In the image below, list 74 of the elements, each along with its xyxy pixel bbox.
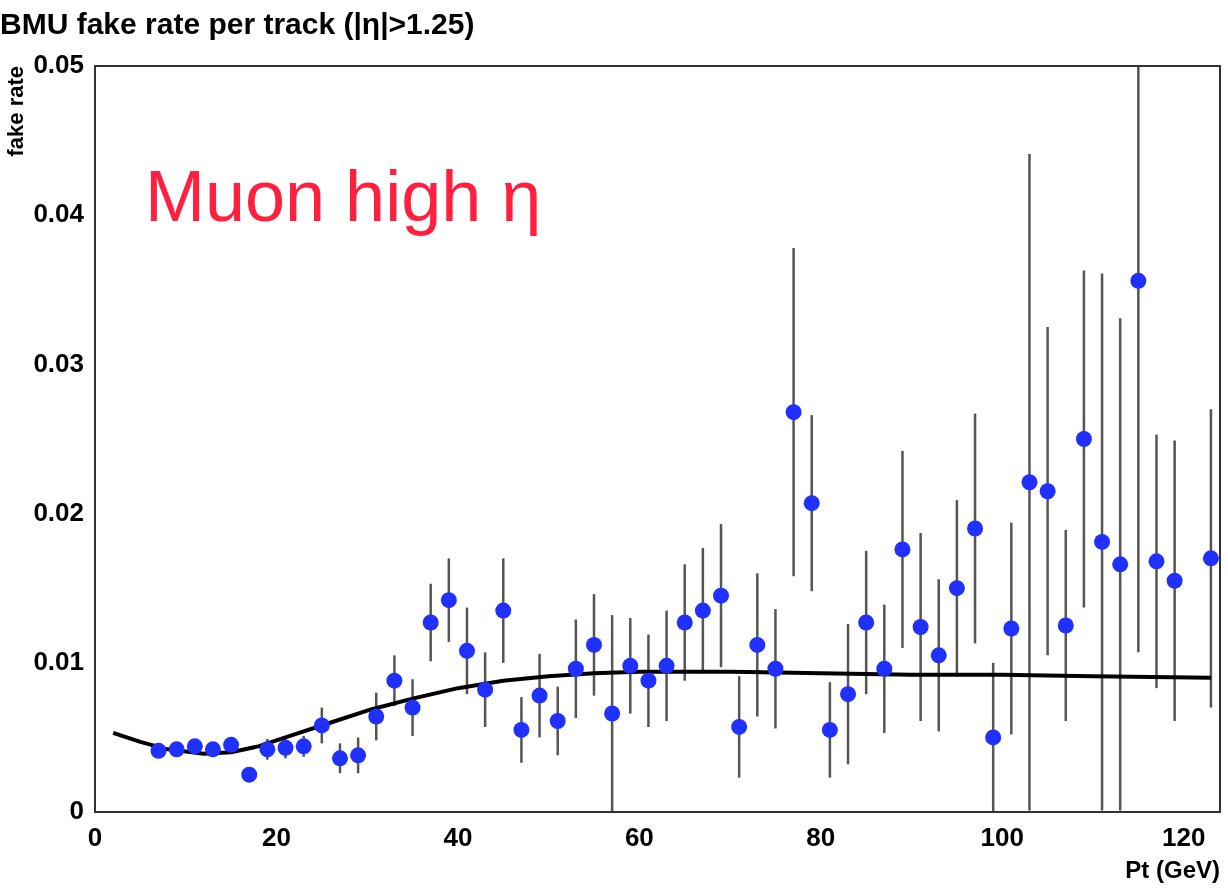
point (785, 404, 802, 421)
y-tick-label: 0.04 (33, 198, 85, 229)
point (513, 721, 530, 738)
point (1003, 620, 1020, 637)
point (422, 614, 439, 631)
point (1166, 572, 1183, 589)
point (1094, 533, 1111, 550)
point (1039, 483, 1056, 500)
point (894, 541, 911, 558)
x-tick-label: 60 (624, 821, 654, 852)
point (495, 602, 512, 619)
point (477, 681, 494, 698)
point (549, 712, 566, 729)
point (241, 766, 258, 783)
x-tick-label: 20 (261, 821, 291, 852)
point (331, 750, 348, 767)
annotation: Muon high η (145, 156, 542, 236)
point (713, 587, 730, 604)
x-tick-label: 40 (443, 821, 473, 852)
chart-title: BMU fake rate per track (|η|>1.25) (0, 7, 475, 41)
point (277, 739, 294, 756)
point (858, 614, 875, 631)
point (1130, 272, 1147, 289)
y-tick-label: 0.03 (33, 347, 84, 378)
point (985, 729, 1002, 746)
point (458, 642, 475, 659)
x-tick-label: 100 (980, 821, 1024, 852)
point (186, 738, 203, 755)
point (567, 660, 584, 677)
y-tick-label: 0.01 (33, 645, 84, 676)
point (694, 602, 711, 619)
point (295, 738, 312, 755)
point (658, 657, 675, 674)
point (350, 747, 367, 764)
x-tick-label: 80 (806, 821, 836, 852)
point (585, 636, 602, 653)
point (821, 721, 838, 738)
point (640, 672, 657, 689)
point (1057, 617, 1074, 634)
x-axis-title: Pt (GeV) (1125, 856, 1220, 884)
point (204, 741, 221, 758)
point (876, 660, 893, 677)
point (840, 686, 857, 703)
point (930, 647, 947, 664)
y-tick-label: 0.05 (33, 49, 84, 80)
point (948, 580, 965, 597)
point (1148, 553, 1165, 570)
point (386, 672, 403, 689)
point (223, 736, 240, 753)
y-tick-label: 0.02 (33, 496, 84, 527)
point (1202, 550, 1219, 567)
point (604, 705, 621, 722)
point (259, 741, 276, 758)
point (313, 717, 330, 734)
point (1021, 474, 1038, 491)
point (967, 520, 984, 537)
point (440, 592, 457, 609)
point (368, 708, 385, 725)
x-tick-label: 120 (1162, 821, 1206, 852)
point (767, 660, 784, 677)
point (803, 495, 820, 512)
point (404, 699, 421, 716)
point (676, 614, 693, 631)
point (731, 718, 748, 735)
point (1112, 556, 1129, 573)
point (622, 657, 639, 674)
point (912, 618, 929, 635)
point (749, 636, 766, 653)
point (1075, 431, 1092, 447)
y-axis-title: fake rate (3, 66, 29, 157)
point (531, 687, 548, 704)
y-tick-label: 0 (69, 795, 84, 826)
point (168, 741, 185, 758)
point (150, 742, 167, 759)
